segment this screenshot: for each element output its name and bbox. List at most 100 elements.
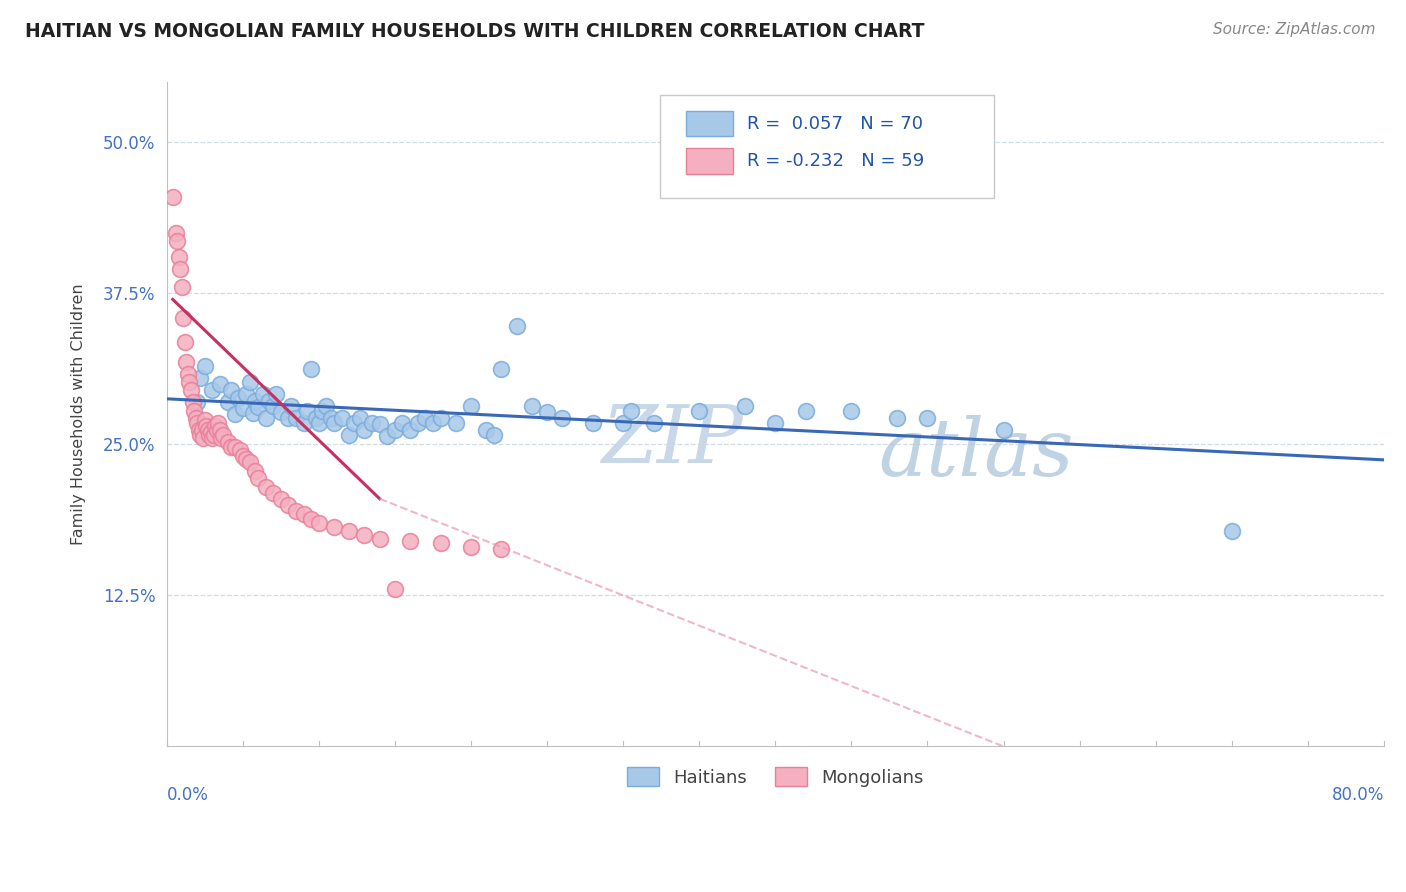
Point [368,417,391,431]
Bar [686,148,733,174]
Point [353,528,375,542]
Text: Source: ZipAtlas.com: Source: ZipAtlas.com [1212,22,1375,37]
Point [232,450,254,464]
Point [194,413,217,427]
Point [197,423,219,437]
Point [179,375,201,389]
Point [794,403,817,417]
Point [172,310,194,325]
Point [207,416,229,430]
Point [208,423,231,437]
Point [384,582,406,597]
Point [1220,524,1243,539]
Point [308,516,330,530]
Point [688,403,710,417]
Point [917,410,939,425]
Point [224,407,246,421]
Point [239,375,262,389]
Point [277,498,299,512]
Point [257,393,280,408]
Point [246,400,269,414]
Point [219,383,242,397]
Point [582,416,605,430]
Point [620,403,643,417]
Point [292,416,315,430]
Point [422,416,444,430]
Point [176,355,198,369]
Bar [686,112,733,136]
Point [177,368,200,382]
Point [330,410,353,425]
Point [167,250,190,264]
Point [208,376,231,391]
Point [180,383,202,397]
Point [169,262,191,277]
Point [734,399,756,413]
Point [264,386,287,401]
Point [195,419,218,434]
Point [343,416,366,430]
Point [308,416,330,430]
Point [391,416,413,430]
Y-axis label: Family Households with Children: Family Households with Children [72,284,86,545]
Point [444,416,467,430]
Point [209,431,232,445]
Point [429,536,451,550]
Point [184,410,207,425]
Point [337,427,360,442]
Point [205,423,228,437]
Point [491,542,513,557]
Point [612,416,634,430]
Point [186,395,208,409]
Point [280,399,302,413]
Point [242,406,264,420]
Point [243,464,266,478]
Text: HAITIAN VS MONGOLIAN FAMILY HOUSEHOLDS WITH CHILDREN CORRELATION CHART: HAITIAN VS MONGOLIAN FAMILY HOUSEHOLDS W… [25,22,925,41]
Point [270,405,292,419]
Point [285,504,308,518]
Point [520,399,543,413]
Point [375,429,398,443]
Point [311,403,333,417]
Point [200,425,222,440]
Text: ZIP: ZIP [600,402,742,480]
Point [415,410,437,425]
Point [188,371,211,385]
Point [292,508,315,522]
Point [235,386,257,401]
Point [505,318,527,333]
Point [252,386,274,401]
Point [246,471,269,485]
Point [165,226,187,240]
Point [254,410,277,425]
Point [315,399,337,413]
Point [262,485,284,500]
Point [368,532,391,546]
Point [353,423,375,437]
Point [763,416,786,430]
Point [217,434,239,449]
Point [170,280,193,294]
Point [299,512,322,526]
Point [188,427,211,442]
Point [162,189,184,203]
Point [460,399,482,413]
Point [993,423,1015,437]
Point [194,359,217,373]
Point [460,540,482,554]
Point [235,451,257,466]
Point [217,395,239,409]
Point [406,416,429,430]
Point [337,524,360,539]
Point [361,416,384,430]
Point [399,534,422,549]
Point [201,431,224,445]
Point [202,427,225,442]
Text: 0.0%: 0.0% [167,787,208,805]
Point [191,431,214,445]
Point [204,419,226,434]
Point [239,455,262,469]
Point [228,443,250,458]
Point [349,410,371,425]
Point [243,393,266,408]
